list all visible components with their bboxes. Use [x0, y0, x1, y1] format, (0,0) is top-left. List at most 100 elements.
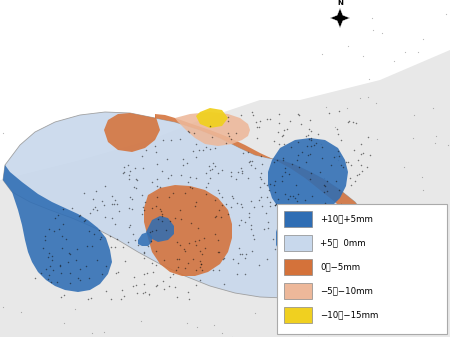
Point: [292, 182, 300, 188]
Polygon shape: [144, 185, 232, 276]
Point: [177, 136, 184, 142]
Point: [302, 236, 310, 241]
Point: [272, 201, 279, 207]
Point: [238, 217, 245, 222]
Point: [99, 272, 106, 277]
Point: [131, 237, 139, 243]
Point: [186, 184, 193, 190]
Point: [153, 227, 160, 233]
Point: [299, 149, 306, 154]
Point: [281, 166, 288, 171]
Point: [160, 278, 167, 284]
Point: [352, 326, 359, 332]
Point: [233, 200, 240, 206]
Point: [202, 170, 209, 176]
Point: [111, 244, 118, 249]
Point: [192, 239, 199, 244]
Point: [108, 193, 115, 198]
Point: [312, 140, 319, 145]
Point: [319, 145, 326, 150]
Point: [247, 222, 254, 228]
Point: [305, 334, 312, 337]
Point: [148, 179, 155, 184]
Point: [410, 136, 417, 141]
Point: [101, 214, 108, 219]
Point: [177, 208, 184, 213]
Point: [320, 318, 327, 323]
Point: [92, 188, 99, 193]
Point: [61, 320, 68, 326]
Point: [251, 205, 258, 210]
Point: [166, 194, 173, 200]
Point: [373, 244, 380, 249]
Point: [118, 287, 126, 293]
Point: [57, 264, 64, 269]
Point: [152, 248, 159, 253]
Point: [50, 267, 57, 273]
Point: [367, 278, 374, 283]
Point: [365, 134, 372, 139]
Point: [200, 235, 207, 240]
Point: [181, 265, 189, 271]
Point: [281, 191, 288, 197]
Point: [346, 272, 353, 277]
Point: [170, 272, 177, 277]
Point: [272, 246, 279, 252]
Point: [284, 323, 292, 328]
Point: [419, 187, 427, 192]
Point: [224, 114, 231, 120]
Point: [140, 165, 147, 171]
Point: [182, 248, 189, 254]
Polygon shape: [175, 112, 250, 146]
Point: [271, 203, 278, 208]
Point: [103, 263, 110, 268]
Point: [171, 215, 178, 220]
Point: [263, 210, 270, 216]
Point: [297, 121, 304, 127]
Point: [45, 272, 52, 278]
Point: [369, 27, 376, 33]
Point: [232, 176, 239, 182]
Point: [202, 191, 209, 197]
Point: [113, 237, 120, 242]
Point: [152, 149, 159, 155]
Point: [111, 198, 118, 203]
Point: [154, 217, 162, 222]
Point: [353, 172, 360, 178]
Point: [285, 171, 292, 177]
Point: [120, 164, 127, 169]
Point: [132, 176, 140, 182]
Point: [365, 297, 372, 302]
Point: [275, 111, 282, 116]
Point: [132, 283, 140, 288]
Point: [322, 183, 329, 188]
Point: [157, 207, 164, 212]
Point: [280, 142, 288, 147]
Point: [247, 158, 254, 163]
Point: [130, 275, 137, 280]
Point: [140, 271, 147, 276]
Point: [206, 175, 213, 181]
Point: [270, 159, 278, 165]
Point: [148, 206, 155, 211]
Point: [293, 199, 301, 204]
Point: [57, 294, 64, 300]
Point: [39, 245, 46, 250]
Point: [330, 154, 337, 159]
Point: [81, 217, 88, 222]
Point: [67, 270, 74, 275]
Point: [152, 144, 159, 149]
Point: [108, 202, 116, 207]
Point: [83, 244, 90, 249]
Point: [122, 258, 129, 264]
Point: [271, 202, 279, 208]
Point: [278, 178, 285, 184]
Point: [166, 219, 173, 224]
Polygon shape: [3, 165, 112, 292]
Point: [305, 127, 312, 132]
Point: [225, 211, 232, 217]
Point: [140, 250, 148, 256]
Point: [238, 168, 246, 174]
Point: [41, 233, 49, 239]
Point: [279, 211, 287, 217]
